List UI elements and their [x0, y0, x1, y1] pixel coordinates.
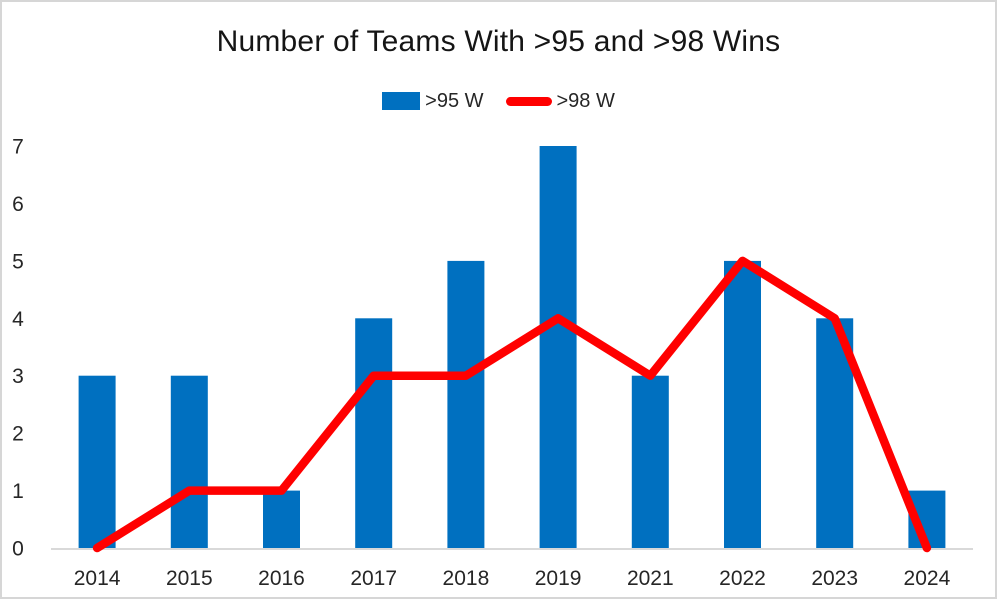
legend-item-95w: >95 W [382, 89, 484, 113]
y-tick-label: 7 [12, 136, 24, 159]
bar-2022 [724, 260, 761, 548]
x-tick-label: 2022 [719, 567, 766, 590]
legend-label-98w: >98 W [556, 89, 615, 112]
bar-2017 [355, 318, 393, 548]
chart-title: Number of Teams With >95 and >98 Wins [216, 25, 781, 58]
x-tick-label: 2017 [350, 567, 397, 590]
y-tick-label: 5 [12, 250, 24, 273]
line-series-98w [92, 256, 932, 553]
bar-2014 [78, 375, 116, 548]
x-tick-label: 2016 [258, 567, 305, 590]
y-tick-label: 1 [12, 480, 24, 503]
bar-2018 [447, 260, 485, 548]
y-tick-label: 4 [12, 308, 24, 331]
y-tick-label: 6 [12, 193, 24, 216]
bar-2019 [539, 146, 577, 548]
bar-series-swatch-icon [382, 92, 421, 110]
bar-2021 [631, 375, 669, 548]
x-tick-label: 2014 [74, 567, 121, 590]
y-tick-label: 3 [12, 365, 24, 388]
y-tick-label: 2 [12, 423, 24, 446]
line-series-swatch-icon [505, 96, 552, 106]
x-tick-label: 2023 [811, 567, 858, 590]
bar-2015 [170, 375, 208, 548]
x-tick-label: 2021 [627, 567, 674, 590]
x-tick-label: 2024 [904, 567, 951, 590]
y-tick-label: 0 [12, 538, 24, 561]
x-tick-label: 2015 [166, 567, 213, 590]
legend-label-95w: >95 W [425, 89, 484, 112]
x-tick-label: 2018 [443, 567, 490, 590]
legend: >95 W >98 W [2, 88, 995, 114]
bar-2016 [263, 490, 300, 548]
legend-item-98w: >98 W [505, 89, 615, 113]
x-tick-label: 2019 [535, 567, 582, 590]
plot-area: 0 1 2 3 4 5 6 7 2014 2015 2016 2017 2018 2019 2021 2022… [12, 136, 973, 590]
